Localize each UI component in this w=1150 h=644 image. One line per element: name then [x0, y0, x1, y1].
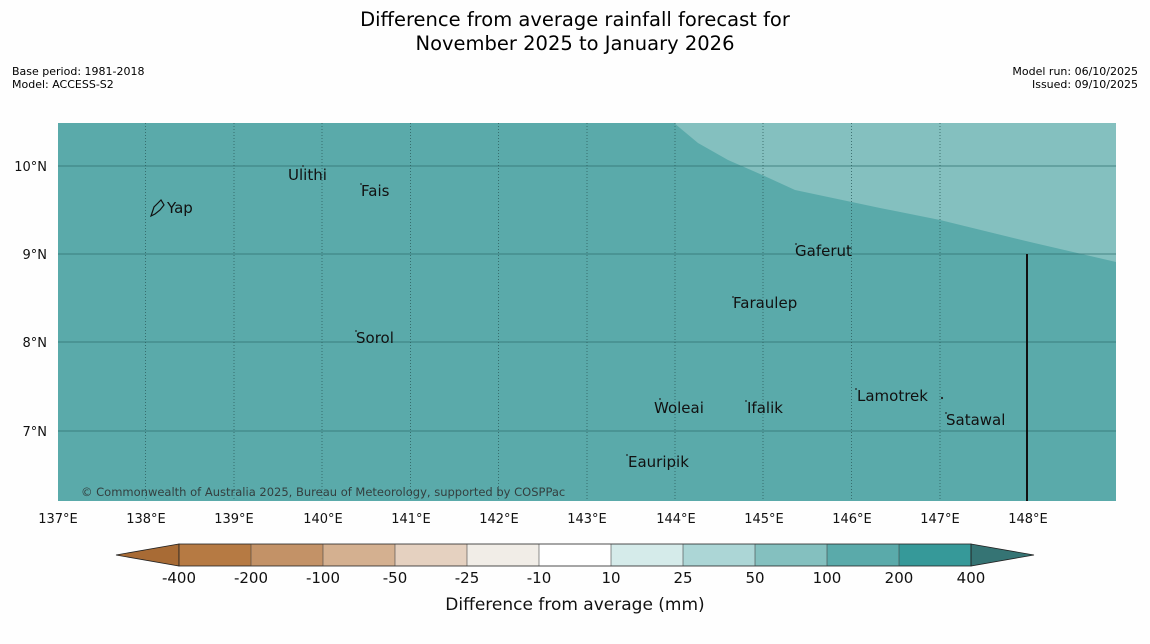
ifalik-marker: [745, 400, 747, 402]
lon-tick-labels: 137°E 138°E 139°E 140°E 141°E 142°E 143°…: [38, 512, 1048, 527]
colorbar-tick-label: -200: [234, 569, 268, 587]
place-label-sorol: Sorol: [356, 329, 394, 347]
colorbar-tick-label: 200: [885, 569, 914, 587]
colorbar-label: Difference from average (mm): [445, 595, 704, 615]
lon-tick-141e: 141°E: [391, 512, 431, 527]
lat-tick-9n: 9°N: [23, 248, 48, 263]
lon-tick-143e: 143°E: [567, 512, 607, 527]
lamotrek-marker: [855, 388, 857, 390]
place-markers: [302, 165, 947, 456]
model-run-text: Model run: 06/10/2025: [1012, 65, 1138, 78]
copyright-text: © Commonwealth of Australia 2025, Bureau…: [81, 485, 565, 499]
colorbar-tick-label: 400: [957, 569, 986, 587]
lon-tick-139e: 139°E: [214, 512, 254, 527]
colorbar-tick-label: -10: [527, 569, 552, 587]
colorbar-tick-label: 10: [601, 569, 620, 587]
colorbar-cell-12: [970, 543, 1035, 567]
colorbar-cell-10: [827, 544, 899, 566]
lat-tick-labels: 10°N 9°N 8°N 7°N: [14, 160, 47, 440]
colorbar-tick-label: -400: [162, 569, 196, 587]
colorbar-cell-5: [467, 544, 539, 566]
title-line-1: Difference from average rainfall forecas…: [360, 8, 790, 31]
colorbar-cell-3: [323, 544, 395, 566]
lon-gridlines: [145, 123, 941, 501]
lat-tick-7n: 7°N: [23, 425, 48, 440]
lon-tick-140e: 140°E: [303, 512, 343, 527]
place-label-ifalik: Ifalik: [747, 399, 783, 417]
meta-left: Base period: 1981-2018 Model: ACCESS-S2: [12, 65, 144, 91]
colorbar: -400 -200 -100 -50 -25 -10 10 25 50 100 …: [115, 543, 1035, 615]
lon-tick-138e: 138°E: [126, 512, 166, 527]
lon-tick-148e: 148°E: [1008, 512, 1048, 527]
colorbar-tick-label: -25: [455, 569, 480, 587]
lon-tick-142e: 142°E: [479, 512, 519, 527]
meta-right: Model run: 06/10/2025 Issued: 09/10/2025: [1012, 65, 1138, 91]
colorbar-cell-11: [899, 544, 971, 566]
colorbar-dividers: [250, 544, 900, 566]
colorbar-tick-label: -100: [306, 569, 340, 587]
colorbar-cell-7: [611, 544, 683, 566]
satawal-marker: [945, 412, 947, 414]
yap-island-shape: [149, 199, 165, 218]
lat-tick-8n: 8°N: [23, 336, 48, 351]
colorbar-cell-0: [115, 543, 180, 567]
woleai-marker: [659, 398, 661, 400]
place-label-woleai: Woleai: [654, 399, 704, 417]
base-period-text: Base period: 1981-2018: [12, 65, 145, 78]
place-label-lamotrek: Lamotrek: [857, 387, 928, 405]
chart-title: Difference from average rainfall forecas…: [0, 8, 1150, 56]
place-labels: Ulithi Fais Yap Gaferut Faraulep Sorol L…: [166, 166, 1005, 471]
colorbar-tick-label: 50: [745, 569, 764, 587]
region-light: [674, 123, 1116, 262]
colorbar-tick-label: -50: [383, 569, 408, 587]
colorbar-cell-2: [251, 544, 323, 566]
model-text: Model: ACCESS-S2: [12, 78, 114, 91]
place-label-fais: Fais: [361, 182, 390, 200]
colorbar-cell-8: [683, 544, 755, 566]
place-label-ulithi: Ulithi: [288, 166, 327, 184]
eauripik-marker: [626, 454, 628, 456]
colorbar-cell-1: [179, 544, 251, 566]
ulithi-marker: [302, 165, 304, 167]
place-label-faraulep: Faraulep: [733, 294, 797, 312]
colorbar-outline: [178, 543, 972, 567]
fais-marker: [360, 183, 362, 185]
faraulep-marker: [732, 296, 734, 298]
lat-tick-10n: 10°N: [14, 160, 47, 175]
colorbar-tick-labels: -400 -200 -100 -50 -25 -10 10 25 50 100 …: [162, 569, 985, 587]
place-label-yap: Yap: [166, 199, 193, 217]
place-label-eauripik: Eauripik: [628, 453, 689, 471]
lon-tick-147e: 147°E: [920, 512, 960, 527]
colorbar-cell-6: [539, 544, 611, 566]
title-line-2: November 2025 to January 2026: [415, 32, 735, 55]
lon-tick-146e: 146°E: [832, 512, 872, 527]
lon-tick-145e: 145°E: [744, 512, 784, 527]
colorbar-tick-label: 25: [673, 569, 692, 587]
sorol-marker: [355, 330, 357, 332]
colorbar-cell-4: [395, 544, 467, 566]
gaferut-marker: [795, 243, 797, 245]
lon-tick-144e: 144°E: [656, 512, 696, 527]
place-label-satawal: Satawal: [946, 411, 1005, 429]
place-label-gaferut: Gaferut: [795, 242, 852, 260]
lon-tick-137e: 137°E: [38, 512, 78, 527]
lamotrek-dot-marker: [940, 396, 944, 400]
issued-text: Issued: 09/10/2025: [1031, 78, 1138, 91]
colorbar-tick-label: 100: [813, 569, 842, 587]
colorbar-cell-9: [755, 544, 827, 566]
